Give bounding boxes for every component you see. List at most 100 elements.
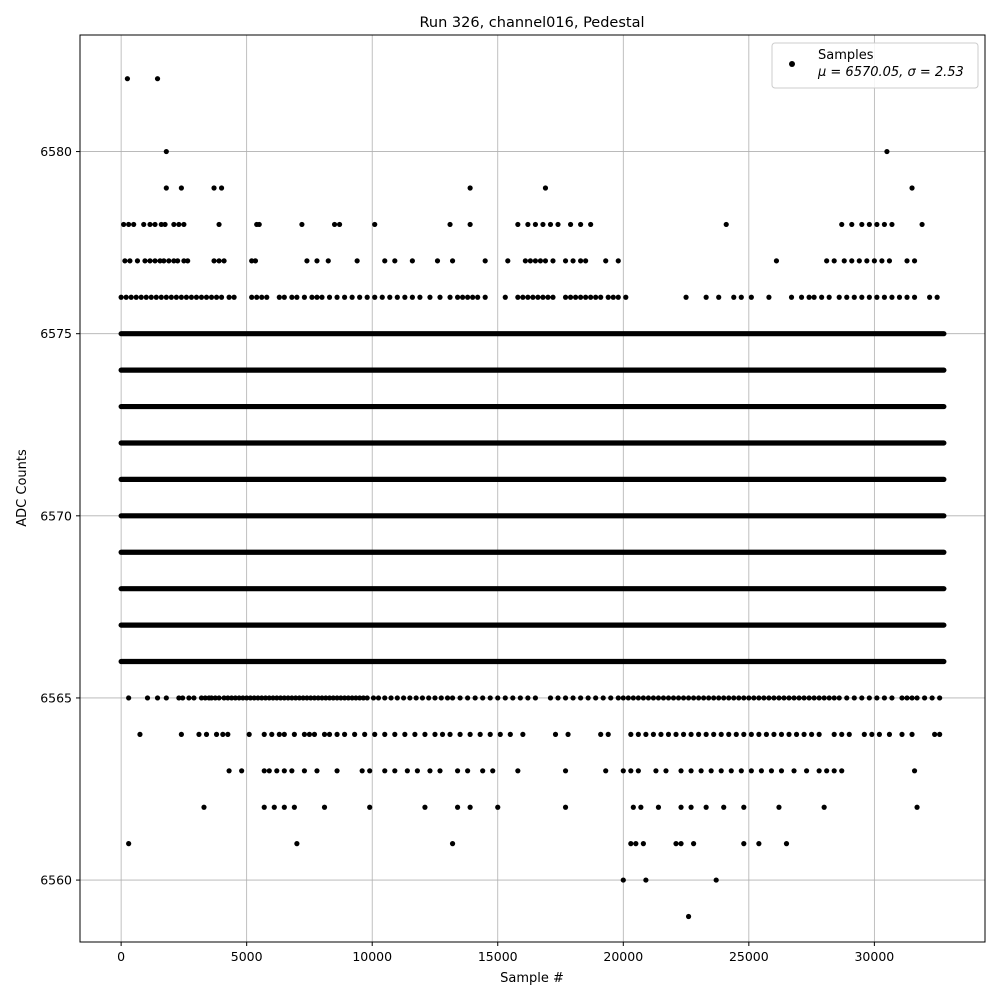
sample-point [731,294,737,300]
sample-point [685,695,692,701]
sample-point [844,294,850,300]
sample-point [281,294,287,300]
sample-point [741,731,747,737]
sample-point [726,695,732,701]
sample-point [212,695,218,701]
sample-point [708,768,714,774]
sample-point [515,221,521,228]
sample-point [733,731,739,737]
sample-point [703,294,709,300]
sample-point [783,841,790,847]
legend-box [771,42,979,89]
sample-point [562,695,569,701]
sample-point [439,731,446,737]
sample-point [311,695,318,701]
sample-point [711,695,717,701]
y-tick-label: 6580 [40,144,72,159]
sample-point [404,768,410,774]
sample-point [532,258,539,264]
sample-point [736,695,742,701]
sample-point [213,731,220,737]
sample-point [522,258,528,264]
chart-title: Run 326, channel016, Pedestal [419,15,644,31]
sample-point [392,258,398,264]
sample-point [766,695,772,701]
sample-point [304,258,310,264]
x-tick-label: 30000 [854,949,894,964]
sample-point [382,695,388,701]
sample-point [354,258,360,264]
sample-point [889,294,895,300]
sample-point [929,695,935,701]
sample-point [467,185,473,191]
sample-point [588,294,594,300]
sample-point [716,695,722,701]
sample-point [793,731,800,737]
sample-point [678,804,684,810]
sample-point [276,294,282,300]
sample-point [650,695,657,701]
sample-point [422,731,428,737]
sample-point [856,258,862,264]
sample-point [388,695,394,701]
sample-point [315,695,321,701]
x-tick-label: 5000 [231,949,263,964]
sample-point [909,695,915,701]
y-tick-label: 6565 [40,690,72,705]
sample-point [911,294,918,300]
sample-point [134,258,141,264]
sample-point [300,695,306,701]
sample-point [525,294,531,300]
sample-point [758,768,764,774]
sample-point [914,695,920,701]
sample-point [152,221,158,228]
sample-point [249,294,255,300]
sample-point [655,804,662,810]
sample-point [454,768,461,774]
sample-point [778,731,785,737]
sample-point [213,294,220,300]
sample-point [801,695,807,701]
sample-point [816,695,822,701]
sample-point [696,695,702,701]
sample-point [670,695,677,701]
sample-point [188,294,195,300]
sample-point [277,695,284,701]
sample-point [198,294,205,300]
sample-point [801,731,807,737]
sample-point [896,294,903,300]
sample-point [766,294,772,300]
sample-point [141,221,147,228]
sample-point [218,185,225,191]
sample-point [738,294,744,300]
sample-point [706,695,712,701]
sample-point [216,221,222,228]
sample-point [515,294,521,300]
sample-point [326,731,333,737]
sample-point [447,731,453,737]
sample-point [532,695,539,701]
y-axis-ticks: 6560 6565 6570 6575 6580 [40,144,80,888]
sample-point [861,731,867,737]
sample-point [550,258,556,264]
sample-point [202,695,208,701]
sample-point [811,294,817,300]
sample-point [937,731,943,737]
sample-point [281,731,287,737]
sample-point [713,877,719,883]
sample-point [756,841,762,847]
sample-point [517,695,523,701]
sample-point [349,695,355,701]
sample-point [555,221,561,228]
sample-point [319,294,325,300]
sample-point [932,731,938,737]
sample-point [162,221,168,228]
sample-point [427,294,433,300]
sample-point [472,695,478,701]
sample-point [688,768,694,774]
sample-point [454,294,461,300]
sample-point [163,695,169,701]
sample-point [738,768,744,774]
sample-point [660,695,667,701]
